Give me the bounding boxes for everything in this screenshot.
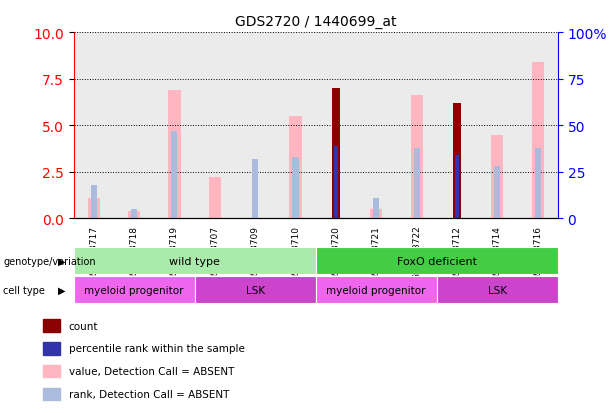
- Bar: [43, 320, 60, 332]
- Bar: [531, 63, 544, 219]
- Bar: [43, 365, 60, 377]
- Bar: [169, 91, 180, 219]
- Text: LSK: LSK: [246, 285, 265, 295]
- Bar: [334, 147, 338, 219]
- Bar: [316, 33, 356, 219]
- Text: cell type: cell type: [3, 285, 45, 295]
- Bar: [43, 342, 60, 355]
- Bar: [373, 199, 379, 219]
- Bar: [235, 33, 275, 219]
- Text: genotype/variation: genotype/variation: [3, 256, 96, 266]
- Text: myeloid progenitor: myeloid progenitor: [327, 285, 426, 295]
- Bar: [209, 178, 221, 219]
- Bar: [128, 211, 140, 219]
- Bar: [74, 277, 195, 304]
- Bar: [437, 33, 477, 219]
- Bar: [74, 248, 316, 275]
- Bar: [275, 33, 316, 219]
- Bar: [437, 277, 558, 304]
- Bar: [517, 33, 558, 219]
- Bar: [356, 33, 397, 219]
- Bar: [195, 277, 316, 304]
- Bar: [195, 33, 235, 219]
- Text: percentile rank within the sample: percentile rank within the sample: [69, 344, 245, 354]
- Bar: [477, 33, 517, 219]
- Bar: [491, 135, 503, 219]
- Bar: [131, 210, 137, 219]
- Bar: [316, 248, 558, 275]
- Bar: [332, 89, 340, 219]
- Bar: [88, 199, 100, 219]
- Bar: [370, 210, 383, 219]
- Bar: [411, 96, 422, 219]
- Bar: [91, 185, 97, 219]
- Bar: [43, 388, 60, 400]
- Bar: [535, 148, 541, 219]
- Bar: [397, 33, 437, 219]
- Bar: [316, 277, 437, 304]
- Bar: [292, 157, 299, 219]
- Text: ▶: ▶: [58, 256, 66, 266]
- Bar: [414, 148, 420, 219]
- Text: LSK: LSK: [488, 285, 507, 295]
- Bar: [289, 116, 302, 219]
- Bar: [494, 167, 500, 219]
- Bar: [114, 33, 154, 219]
- Bar: [455, 156, 459, 219]
- Text: count: count: [69, 321, 98, 331]
- Bar: [252, 159, 258, 219]
- Bar: [172, 131, 178, 219]
- Text: ▶: ▶: [58, 285, 66, 295]
- Text: rank, Detection Call = ABSENT: rank, Detection Call = ABSENT: [69, 389, 229, 399]
- Bar: [154, 33, 195, 219]
- Bar: [453, 104, 460, 219]
- Text: myeloid progenitor: myeloid progenitor: [85, 285, 184, 295]
- Text: value, Detection Call = ABSENT: value, Detection Call = ABSENT: [69, 366, 234, 376]
- Bar: [74, 33, 114, 219]
- Title: GDS2720 / 1440699_at: GDS2720 / 1440699_at: [235, 15, 397, 29]
- Text: wild type: wild type: [169, 256, 220, 266]
- Text: FoxO deficient: FoxO deficient: [397, 256, 477, 266]
